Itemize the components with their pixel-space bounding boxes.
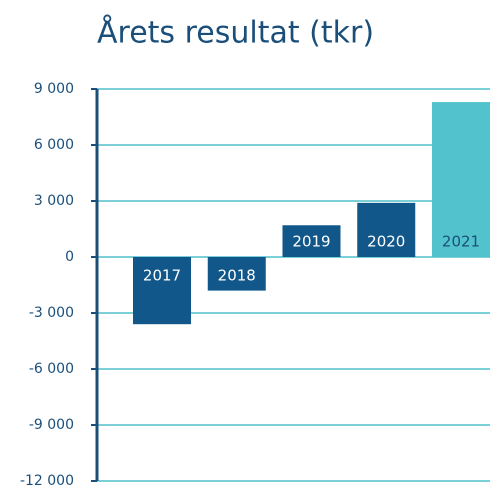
bar xyxy=(357,202,416,257)
bar xyxy=(432,102,490,257)
bar-category-label: 2018 xyxy=(218,267,256,285)
bar xyxy=(282,225,341,257)
y-tick-label: 6 000 xyxy=(34,137,74,153)
chart-title: Årets resultat (tkr) xyxy=(97,15,374,51)
bar-category-label: 2020 xyxy=(367,233,405,251)
y-tick-label: -12 000 xyxy=(20,473,74,486)
bar xyxy=(207,257,266,291)
bar-category-label: 2021 xyxy=(442,233,480,251)
y-tick-label: -6 000 xyxy=(29,361,74,377)
bar-category-label: 2019 xyxy=(292,233,330,251)
y-tick-label: -9 000 xyxy=(29,417,74,433)
y-tick-label: 9 000 xyxy=(34,81,74,97)
y-tick-label: 0 xyxy=(65,249,74,265)
y-tick-label: -3 000 xyxy=(29,305,74,321)
y-tick-label: 3 000 xyxy=(34,193,74,209)
bar-category-label: 2017 xyxy=(143,267,181,285)
bar xyxy=(133,257,191,325)
